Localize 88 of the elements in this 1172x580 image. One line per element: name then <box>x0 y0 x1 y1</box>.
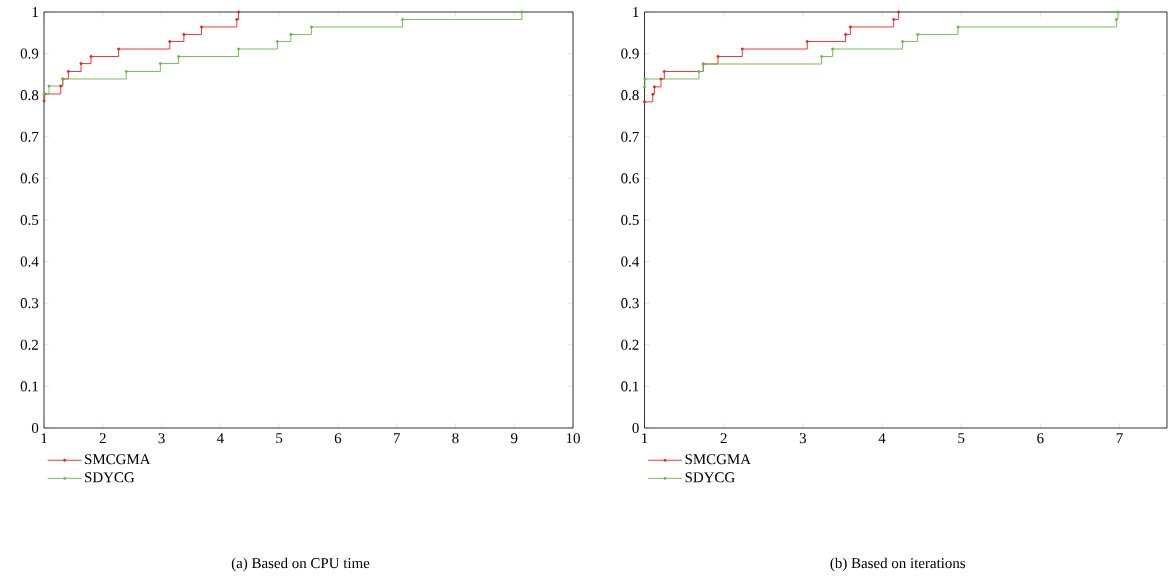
x-tick-label: 6 <box>334 433 342 444</box>
x-tick-label: 6 <box>1037 433 1044 444</box>
point <box>275 39 279 44</box>
x-tick-label: 1 <box>41 433 47 444</box>
y-tick-label: 0 <box>632 422 639 434</box>
y-tick-label: 0.8 <box>20 90 39 101</box>
y-tick-label: 0.6 <box>621 173 639 184</box>
point <box>956 25 960 29</box>
legend-label: SMCGMA <box>685 454 751 465</box>
point <box>401 17 405 22</box>
point <box>662 69 666 74</box>
point <box>651 92 655 96</box>
point <box>235 17 239 22</box>
point <box>124 69 128 74</box>
x-tick-label: 8 <box>452 433 459 444</box>
point <box>79 62 83 66</box>
point <box>844 32 848 36</box>
x-tick-label: 10 <box>566 433 580 444</box>
legend-label: SDYCG <box>85 472 135 483</box>
point <box>309 25 313 29</box>
y-tick-label: 0.2 <box>621 339 639 350</box>
point <box>659 77 663 81</box>
point <box>66 69 70 74</box>
y-tick-label: 0.3 <box>621 298 639 309</box>
y-tick-label: 0.1 <box>20 381 38 392</box>
y-tick-label: 0.1 <box>621 381 639 392</box>
x-tick-label: 3 <box>799 433 806 444</box>
point <box>897 10 901 14</box>
point <box>642 100 647 104</box>
y-tick-label: 1 <box>633 7 639 17</box>
x-tick-label: 3 <box>158 433 165 444</box>
y-tick-label: 1 <box>32 7 38 17</box>
y-tick-label: 0.4 <box>20 256 39 267</box>
y-tick-label: 0.9 <box>20 48 39 59</box>
x-tick-label: 5 <box>958 433 965 444</box>
x-tick-label: 2 <box>99 433 106 444</box>
legend-label: SDYCG <box>685 472 735 483</box>
point <box>89 54 93 59</box>
point <box>289 32 293 36</box>
text: (a) Based on CPU time <box>231 557 370 572</box>
point <box>1114 17 1118 22</box>
point <box>652 85 656 89</box>
point <box>805 39 809 44</box>
point <box>831 47 835 51</box>
point <box>182 32 186 36</box>
point <box>642 85 647 89</box>
y-tick-label: 0.8 <box>621 90 639 101</box>
point <box>892 17 896 22</box>
text: (b) Based on iterations <box>830 557 966 572</box>
point <box>237 47 241 51</box>
y-tick-label: 0.7 <box>621 131 639 142</box>
point <box>59 84 63 88</box>
point <box>42 99 46 103</box>
y-tick-label: 0.6 <box>20 173 39 184</box>
x-tick-label: 7 <box>1116 433 1123 443</box>
point <box>199 25 204 29</box>
y-tick-label: 0.4 <box>621 256 640 267</box>
y-tick-label: 0.5 <box>20 214 39 226</box>
x-tick-label: 4 <box>216 433 224 444</box>
point <box>820 54 824 59</box>
point <box>916 32 920 36</box>
point <box>47 84 51 88</box>
point <box>117 47 121 51</box>
x-tick-label: 7 <box>393 433 400 443</box>
point <box>697 69 701 74</box>
x-tick-label: 5 <box>276 433 283 444</box>
x-tick-label: 4 <box>878 433 886 444</box>
y-tick-label: 0.2 <box>20 339 38 350</box>
point <box>716 54 720 59</box>
point <box>177 54 181 59</box>
point <box>901 39 905 44</box>
y-tick-label: 0 <box>31 422 39 434</box>
point <box>848 25 852 29</box>
y-tick-label: 0.5 <box>621 214 639 226</box>
y-tick-label: 0.9 <box>621 48 639 59</box>
y-tick-label: 0.7 <box>20 131 39 142</box>
legend-label: SMCGMA <box>85 454 151 465</box>
point <box>740 47 744 51</box>
point <box>1116 10 1120 14</box>
x-tick-label: 9 <box>510 433 518 444</box>
point <box>168 39 172 44</box>
x-tick-label: 1 <box>642 433 648 444</box>
point <box>237 10 241 14</box>
point <box>158 62 162 66</box>
x-tick-label: 2 <box>720 433 727 444</box>
point <box>643 77 647 81</box>
y-tick-label: 0.3 <box>20 298 39 309</box>
point <box>520 10 524 14</box>
